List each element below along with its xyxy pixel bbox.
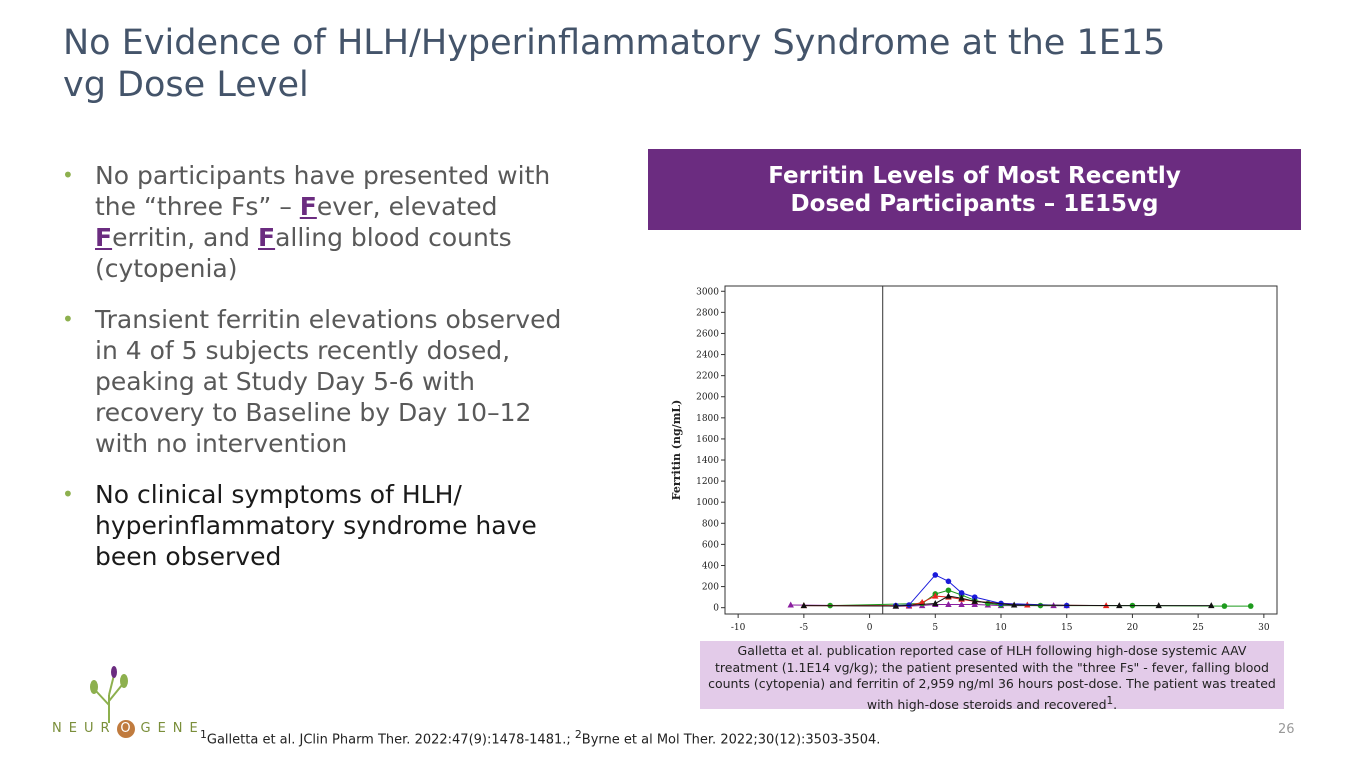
point: [1116, 602, 1123, 609]
x-tick-label: 20: [1127, 623, 1139, 633]
point: [945, 587, 952, 594]
bullet-text: No participants have presented with the …: [95, 161, 551, 221]
bullet: No participants have presented with the …: [62, 160, 592, 284]
point: [958, 594, 965, 601]
y-tick-label: 600: [702, 540, 719, 550]
point: [945, 601, 952, 608]
bullet: No clinical symptoms of HLH/ hyperinflam…: [62, 479, 592, 572]
x-tick-label: 10: [995, 623, 1007, 633]
y-axis-label: Ferritin (ng/mL): [670, 400, 683, 501]
point: [971, 601, 978, 608]
y-tick-label: 3000: [696, 287, 719, 297]
chart-note: Galletta et al. publication reported cas…: [700, 641, 1284, 712]
bullet-text: Transient ferritin elevations observed i…: [95, 305, 562, 458]
point: [1247, 603, 1254, 609]
bullet-text: alling blood counts (cytopenia): [95, 223, 512, 283]
footnote-text: Galletta et al. JClin Pharm Ther. 2022:4…: [206, 732, 575, 748]
point: [945, 578, 952, 585]
y-tick-label: 1400: [696, 456, 719, 466]
x-tick-label: 30: [1258, 623, 1270, 633]
bullet: Transient ferritin elevations observed i…: [62, 304, 592, 459]
point: [971, 594, 978, 600]
bullet-list: No participants have presented with the …: [62, 160, 592, 592]
footnote-text: 2: [574, 728, 582, 741]
bullet-text: No clinical symptoms of HLH/ hyperinflam…: [95, 480, 537, 571]
x-tick-label: 25: [1192, 623, 1204, 633]
y-tick-label: 400: [702, 561, 719, 571]
point: [958, 590, 965, 596]
point: [800, 602, 808, 609]
logo-part: O: [116, 720, 135, 738]
footnote-text: Byrne et al Mol Ther. 2022;30(12):3503-3…: [581, 732, 881, 748]
point: [971, 597, 978, 604]
note-text: .: [1113, 696, 1118, 712]
y-tick-label: 2400: [696, 351, 719, 361]
x-tick-label: 15: [1061, 623, 1073, 633]
bullet-text: F: [299, 192, 317, 221]
y-tick-label: 1000: [696, 498, 719, 508]
footnote: 1Galletta et al. JClin Pharm Ther. 2022:…: [200, 728, 880, 747]
point: [932, 592, 939, 599]
logo-plant: [90, 666, 128, 723]
y-tick-label: 1200: [696, 477, 719, 487]
point: [1221, 603, 1228, 609]
y-tick-label: 2600: [696, 329, 719, 339]
bullet-text: F: [95, 223, 113, 252]
x-tick-label: -10: [731, 623, 746, 633]
series-line: [895, 574, 1067, 607]
point: [985, 600, 991, 607]
point: [1155, 602, 1162, 609]
footnote-text: 1: [200, 728, 207, 741]
point: [1208, 602, 1215, 609]
point: [892, 602, 900, 609]
note-text: Galletta et al. publication reported cas…: [708, 643, 1276, 712]
chart-header: Ferritin Levels of Most Recently Dosed P…: [648, 149, 1301, 230]
y-tick-label: 0: [713, 604, 719, 614]
y-tick-label: 200: [702, 583, 719, 593]
y-tick-label: 1600: [696, 435, 719, 445]
page-number: 26: [1278, 722, 1295, 737]
point: [787, 601, 794, 608]
point: [1010, 601, 1018, 608]
bullet-text: erritin, and: [112, 223, 258, 252]
x-tick-label: 0: [867, 623, 873, 633]
plot-frame: [724, 285, 1278, 615]
logo-text: NEUR O GENE: [52, 720, 205, 738]
x-tick-label: -5: [799, 623, 808, 633]
y-tick-label: 1800: [696, 414, 719, 424]
point: [945, 592, 952, 599]
y-tick-label: 800: [702, 519, 719, 529]
point: [932, 599, 939, 606]
bullet-text: ever, elevated: [316, 192, 498, 221]
slide-title: No Evidence of HLH/Hyperinflammatory Syn…: [63, 23, 1166, 105]
point: [958, 601, 965, 608]
point: [918, 598, 926, 605]
y-tick-label: 2000: [696, 393, 719, 403]
y-tick-label: 2200: [696, 372, 719, 382]
note-text: 1: [1106, 694, 1114, 707]
logo-part: GENE: [140, 721, 205, 736]
bullet-text: F: [258, 223, 276, 252]
point: [932, 572, 939, 578]
logo-part: NEUR: [52, 721, 117, 736]
y-tick-label: 2800: [696, 308, 719, 318]
x-tick-label: 5: [932, 623, 938, 633]
series-line: [803, 595, 1212, 607]
